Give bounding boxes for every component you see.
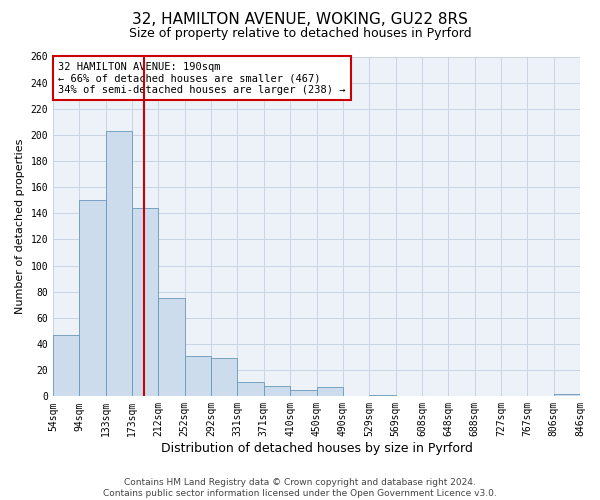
Bar [132,208,158,396]
Bar [53,335,79,396]
Bar [264,386,290,396]
Bar [185,356,211,397]
Text: Size of property relative to detached houses in Pyrford: Size of property relative to detached ho… [128,28,472,40]
Bar [317,387,343,396]
Y-axis label: Number of detached properties: Number of detached properties [15,138,25,314]
Bar [211,358,238,397]
Bar [554,394,580,396]
Bar [369,395,395,396]
Bar [106,131,132,396]
Text: 32, HAMILTON AVENUE, WOKING, GU22 8RS: 32, HAMILTON AVENUE, WOKING, GU22 8RS [132,12,468,28]
Bar [290,390,317,396]
X-axis label: Distribution of detached houses by size in Pyrford: Distribution of detached houses by size … [161,442,472,455]
Text: 32 HAMILTON AVENUE: 190sqm
← 66% of detached houses are smaller (467)
34% of sem: 32 HAMILTON AVENUE: 190sqm ← 66% of deta… [58,62,346,95]
Bar [238,382,264,396]
Bar [79,200,106,396]
Bar [158,298,185,396]
Text: Contains HM Land Registry data © Crown copyright and database right 2024.
Contai: Contains HM Land Registry data © Crown c… [103,478,497,498]
